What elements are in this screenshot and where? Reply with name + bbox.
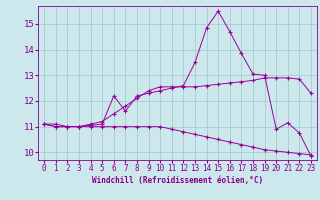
X-axis label: Windchill (Refroidissement éolien,°C): Windchill (Refroidissement éolien,°C) (92, 176, 263, 185)
